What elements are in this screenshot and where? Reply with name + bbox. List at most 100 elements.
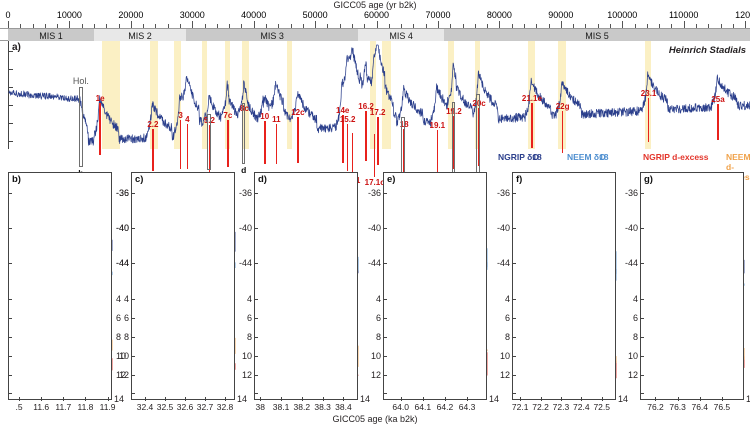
heinrich-stadial-band (287, 41, 293, 149)
subpanel-d18o-ytick (131, 228, 135, 230)
d18o-tick-label: -36 (116, 188, 130, 199)
zoom-box-d[interactable] (242, 103, 246, 164)
top-axis-tick (732, 24, 734, 28)
subpanel-dexcess-ytick (383, 393, 387, 395)
dexcess-tick-label: 12 (499, 369, 510, 380)
event-marker-line (179, 120, 182, 169)
subpanel-xtick-label: 76.2 (647, 402, 664, 412)
top-axis-tick (192, 21, 194, 28)
subpanel-xtick-label: 11.6 (33, 402, 50, 412)
mis-segment-mis-3: MIS 3 (186, 29, 359, 42)
event-label-10: 10 (260, 112, 270, 121)
legend-item-neem-o: NEEM δ 18 O (567, 152, 609, 162)
top-axis-tick (130, 21, 132, 28)
series-legend: NGRIP δ 18 O NEEM δ 18 O NGRIP d-excess NEEM d-… (0, 152, 750, 182)
top-tick-label: 20000 (118, 10, 144, 20)
subpanel-xtick (225, 397, 226, 401)
event-marker-line (373, 134, 376, 177)
top-axis-tick (216, 24, 218, 28)
mis-segment-mis-5: MIS 5 (444, 29, 750, 42)
dexcess-tick-label: 12 (370, 369, 381, 380)
top-axis-tick (32, 24, 34, 28)
top-tick-label: 100000 (607, 10, 638, 20)
subpanel-d18o-ytick (383, 193, 387, 195)
subpanel-g: g) (640, 172, 745, 401)
subpanel-xtick-label: 64.2 (436, 402, 454, 412)
subpanel-d18o-ytick (254, 193, 258, 195)
top-axis-tick (474, 24, 476, 28)
top-axis-tick (278, 24, 280, 28)
subpanel-tag-f: f) (516, 174, 523, 185)
subpanel-d18o-ytick (131, 263, 135, 265)
d18o-tick-label: -40 (496, 223, 510, 234)
subpanel-xtick (721, 397, 723, 401)
panel-a-y-ticks (8, 41, 14, 149)
top-axis-tick (425, 24, 427, 28)
subpanel-xtick (540, 397, 542, 401)
subpanel-dexcess-ytick (383, 374, 387, 376)
marine-isotope-stage-bar: MIS 1 MIS 2 MIS 3 MIS 4 MIS 5 (0, 28, 750, 42)
event-label-11: 11 (272, 115, 281, 124)
zoom-box-c[interactable] (207, 114, 212, 170)
top-axis-tick (462, 24, 464, 28)
dexcess-tick-label: 10 (627, 350, 638, 361)
dexcess-tick-label: 4 (375, 294, 381, 305)
event-marker-line (275, 124, 278, 164)
event-marker-line (376, 117, 379, 165)
top-axis-tick (437, 21, 439, 28)
subpanel-xtick-label: 32.5 (156, 402, 174, 412)
d18o-tick-label: -40 (367, 223, 381, 234)
top-axis-tick (634, 24, 636, 28)
top-axis-tick (20, 24, 22, 28)
subpanel-xtick-label: 72.5 (593, 402, 610, 412)
event-marker-line (227, 120, 229, 167)
dexcess-tick-label: 8 (375, 331, 381, 342)
subpanel-xtick-label: 64.1 (414, 402, 432, 412)
subpanel-d18o-ytick (131, 193, 135, 195)
zoom-box-e[interactable] (401, 117, 405, 173)
dexcess-tick-label: 8 (632, 331, 638, 342)
event-label-7c: 7c (223, 111, 233, 120)
top-tick-label: 70000 (425, 10, 451, 20)
subpanel-xtick-label: 64.3 (458, 402, 476, 412)
event-marker-line (341, 115, 344, 163)
dexcess-tick-label-14: 14 (618, 394, 629, 404)
subpanel-xtick (165, 397, 166, 401)
event-label-23-1: 23.1 (640, 89, 657, 98)
subpanel-dexcess-ytick (512, 374, 516, 376)
subpanel-xtick (107, 397, 109, 401)
dexcess-tick-label: 6 (375, 313, 381, 324)
panel-a-y-tick (8, 51, 13, 52)
subpanel-xtick-label: .5 (15, 402, 23, 412)
zoom-box-b[interactable] (78, 87, 83, 167)
subpanel-xtick-label: 11.8 (77, 402, 94, 412)
top-axis-tick (179, 24, 181, 28)
top-axis-tick (560, 21, 562, 28)
legend-item-ngrip-o: NGRIP δ 18 O (498, 152, 542, 162)
subpanel-xtick-label: 76.5 (713, 402, 731, 412)
panel-a-y-tick (8, 141, 13, 142)
top-axis-tick (745, 21, 747, 28)
top-axis-tick (229, 24, 231, 28)
subpanel-xtick (85, 397, 87, 401)
top-axis-tick (646, 24, 648, 28)
subpanel-frame (8, 172, 112, 400)
subpanel-dexcess-ytick (383, 336, 387, 338)
dexcess-tick-label: 4 (246, 294, 252, 305)
subpanel-c: c) (131, 172, 236, 401)
top-axis-tick (401, 24, 403, 28)
dexcess-tick-label: 10 (118, 350, 129, 361)
subpanel-xtick-label: 76.3 (669, 402, 686, 412)
subpanel-dexcess-ytick (254, 355, 258, 357)
subpanel-dexcess-ytick (512, 336, 516, 338)
subpanel-tag-d: d) (258, 174, 267, 185)
subpanel-xtick-label: 72.2 (532, 402, 549, 412)
dexcess-tick-label: 10 (499, 350, 510, 361)
top-axis-tick (290, 24, 292, 28)
subpanel-xtick-label: 72.3 (552, 402, 570, 412)
dexcess-tick-label: 4 (123, 294, 129, 305)
subpanel-dexcess-ytick (131, 299, 135, 301)
dexcess-tick-label: 4 (504, 294, 510, 305)
event-marker-line (351, 133, 354, 175)
top-axis-tick (351, 24, 353, 28)
